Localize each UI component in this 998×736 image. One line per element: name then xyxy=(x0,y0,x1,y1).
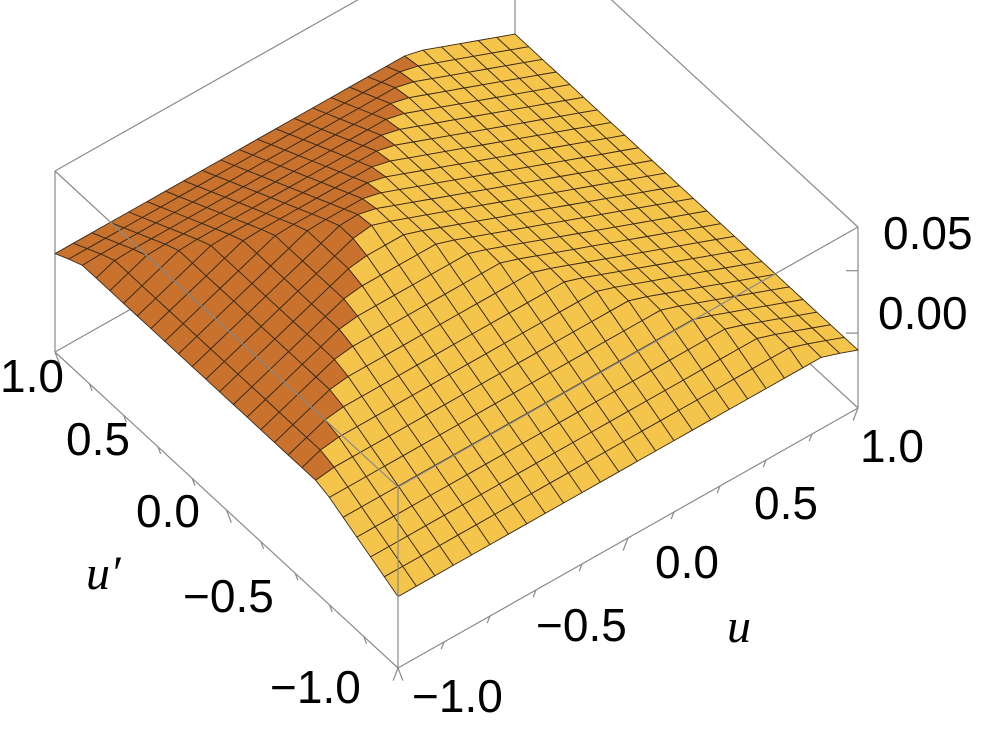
u-tick-mark xyxy=(762,459,767,468)
u-tick-mark xyxy=(852,407,859,421)
u-axis-label: u xyxy=(727,600,751,653)
uprime-tick-label-0.0: 0.0 xyxy=(136,485,200,537)
box-edge xyxy=(610,0,859,228)
u-tick-mark xyxy=(440,641,445,650)
uprime-tick-mark xyxy=(123,414,127,423)
u-tick-mark xyxy=(808,433,813,442)
uprime-tick-mark xyxy=(397,667,404,681)
u-tick-mark xyxy=(670,511,675,520)
uprime-tick-mark xyxy=(54,351,61,365)
u-tick-mark xyxy=(486,615,491,624)
u-tick-label-minus-0.5: −0.5 xyxy=(536,599,627,651)
uprime-tick-mark xyxy=(88,383,93,392)
surface-mesh xyxy=(54,33,859,598)
uprime-tick-mark xyxy=(260,541,265,550)
uprime-tick-mark xyxy=(191,478,196,486)
box-edge xyxy=(54,170,399,488)
u-tick-mark xyxy=(622,537,629,551)
uprime-tick-mark xyxy=(225,509,232,523)
u-tick-label-0.0: 0.0 xyxy=(655,536,719,588)
box-edge xyxy=(397,226,859,488)
uprime-axis-label: u′ xyxy=(86,547,122,600)
uprime-tick-mark xyxy=(157,446,162,455)
u-tick-label-0.5: 0.5 xyxy=(754,477,818,529)
u-tick-label-1.0: 1.0 xyxy=(860,420,924,472)
z-tick-label-0.00: 0.00 xyxy=(878,287,968,339)
uprime-tick-label-1.0: 1.0 xyxy=(0,350,64,402)
u-tick-mark xyxy=(578,563,583,572)
u-tick-label-minus-1.0: −1.0 xyxy=(412,670,503,722)
uprime-tick-label-minus-0.5: −0.5 xyxy=(183,570,274,622)
uprime-tick-label-0.5: 0.5 xyxy=(66,413,130,465)
box-edge xyxy=(54,0,359,172)
u-tick-mark xyxy=(716,485,721,494)
uprime-tick-mark xyxy=(328,604,333,613)
surface-facet xyxy=(383,565,417,598)
uprime-tick-mark xyxy=(294,572,299,581)
z-tick-label-0.05: 0.05 xyxy=(883,207,973,259)
uprime-tick-mark xyxy=(363,636,368,644)
u-tick-mark xyxy=(532,589,537,598)
u-tick-mark xyxy=(392,667,399,681)
axis-ticks xyxy=(54,270,859,681)
uprime-tick-label-minus-1.0: −1.0 xyxy=(270,661,361,713)
